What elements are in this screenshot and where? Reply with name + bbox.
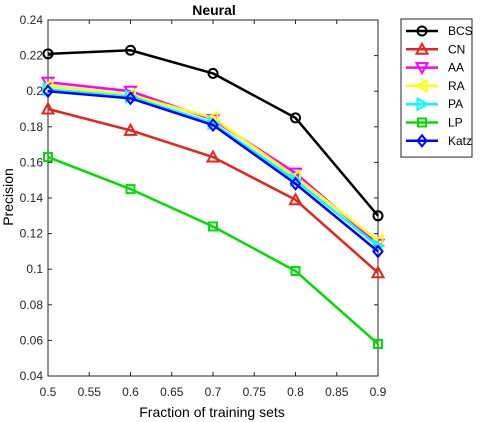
legend-item-aa: AA [406, 61, 464, 76]
legend-marker-ra [414, 78, 428, 94]
x-tick-label: 0.7 [205, 385, 222, 399]
y-tick-label: 0.18 [20, 120, 44, 134]
chart-title: Neural [192, 2, 236, 18]
series-lp [43, 152, 383, 349]
legend-item-lp: LP [406, 116, 463, 130]
data-point-pa [372, 238, 386, 254]
data-point-lp [208, 221, 218, 232]
data-point-cn [370, 265, 386, 279]
x-tick-label: 0.85 [325, 385, 349, 399]
series-cn [40, 101, 386, 279]
legend-marker-cn [414, 41, 430, 55]
data-point-aa [40, 76, 56, 90]
y-tick-label: 0.24 [20, 13, 44, 27]
y-tick-label: 0.1 [26, 262, 43, 276]
legend-marker-bcs [416, 25, 428, 37]
data-point-bcs [372, 210, 384, 222]
y-axis-title: Precision [0, 168, 16, 226]
y-tick-label: 0.14 [20, 191, 44, 205]
legend-item-cn: CN [406, 41, 465, 56]
legend: BCS CN AA RA PA LP Katz [400, 18, 473, 158]
series-line-lp [47, 155, 379, 345]
data-point-katz [289, 176, 302, 191]
y-tick-label: 0.04 [20, 369, 44, 383]
legend-marker-pa [416, 97, 430, 112]
data-point-ra [40, 78, 54, 94]
data-point-bcs [125, 44, 136, 56]
data-point-cn [40, 101, 56, 115]
y-tick-label: 0.08 [20, 298, 44, 312]
legend-label-lp: LP [448, 116, 463, 130]
legend-label-bcs: BCS [448, 24, 473, 38]
legend-item-pa: PA [406, 97, 463, 112]
x-tick-label: 0.8 [287, 385, 304, 399]
x-tick-label: 0.5 [40, 385, 57, 399]
legend-marker-aa [414, 62, 430, 76]
y-tick-label: 0.16 [20, 155, 44, 169]
series-line-katz [47, 89, 379, 253]
series-line-bcs [47, 49, 379, 217]
data-point-bcs [207, 67, 219, 79]
series-katz [42, 84, 384, 259]
series-line-ra [47, 84, 379, 242]
legend-label-aa: AA [448, 61, 464, 75]
legend-label-cn: CN [448, 42, 465, 56]
data-point-cn [288, 192, 303, 206]
x-tick-label: 0.6 [122, 385, 139, 399]
x-tick-label: 0.55 [78, 385, 102, 399]
data-point-lp [290, 265, 301, 276]
y-tick-label: 0.06 [20, 333, 44, 347]
x-axis-title: Fraction of training sets [139, 404, 285, 420]
series-line-pa [47, 88, 379, 248]
x-axis: 0.5 0.55 0.6 0.65 0.7 0.75 0.8 0.85 0.9 [40, 20, 387, 399]
data-point-katz [372, 244, 384, 259]
series-layer [40, 44, 386, 349]
y-tick-label: 0.2 [26, 84, 43, 98]
legend-label-pa: PA [448, 97, 463, 111]
data-point-lp [43, 152, 53, 163]
data-point-lp [125, 184, 136, 195]
y-axis: 0.04 0.06 0.08 0.1 0.12 0.14 0.16 0.18 0.2 0.22 0.… [20, 13, 378, 383]
data-point-katz [124, 91, 137, 106]
data-point-bcs [290, 112, 301, 124]
legend-item-bcs: BCS [406, 24, 473, 38]
legend-marker-katz [416, 133, 428, 148]
data-point-cn [123, 122, 138, 136]
data-point-lp [373, 338, 383, 349]
legend-box [400, 18, 473, 158]
legend-marker-lp [417, 117, 427, 128]
data-point-katz [207, 117, 219, 133]
x-tick-label: 0.75 [243, 385, 267, 399]
series-line-cn [47, 107, 379, 274]
legend-item-ra: RA [406, 78, 465, 94]
data-point-katz [42, 84, 54, 99]
legend-item-katz: Katz [406, 133, 472, 148]
x-tick-label: 0.65 [160, 385, 184, 399]
y-tick-label: 0.22 [20, 49, 44, 63]
data-point-bcs [42, 48, 54, 60]
x-tick-label: 0.9 [370, 385, 387, 399]
data-point-cn [205, 149, 221, 163]
legend-label-katz: Katz [448, 134, 472, 148]
legend-label-ra: RA [448, 79, 465, 93]
y-tick-label: 0.12 [20, 227, 44, 241]
series-bcs [42, 44, 384, 222]
